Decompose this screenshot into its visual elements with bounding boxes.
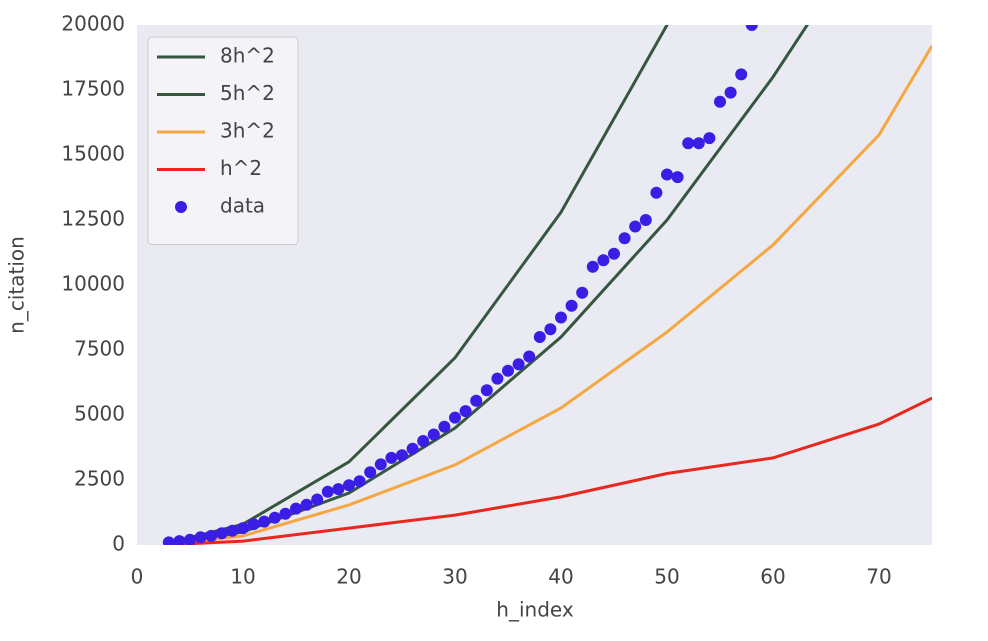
- point: [300, 498, 313, 511]
- y-axis-label: n_citation: [5, 236, 29, 334]
- point: [650, 186, 663, 199]
- point: [576, 286, 589, 299]
- point: [438, 420, 451, 433]
- point: [226, 524, 239, 537]
- x-tick-label: 0: [131, 565, 144, 589]
- point: [321, 485, 334, 498]
- line: [168, 396, 932, 545]
- point: [374, 458, 387, 471]
- point: [332, 483, 345, 496]
- point: [173, 535, 186, 545]
- point: [470, 394, 483, 407]
- point: [597, 254, 610, 267]
- point: [533, 331, 546, 343]
- point: [671, 171, 684, 184]
- y-tick-label: 12500: [61, 207, 125, 231]
- y-tick-label: 15000: [61, 142, 125, 166]
- point: [258, 515, 271, 528]
- x-tick-label: 60: [760, 565, 785, 589]
- point: [502, 364, 514, 377]
- legend-box: [147, 36, 299, 245]
- point: [555, 311, 567, 324]
- y-tick-label: 2500: [74, 467, 125, 491]
- point: [692, 137, 705, 150]
- point: [268, 511, 281, 524]
- point: [184, 533, 196, 545]
- x-tick-label: 20: [336, 565, 361, 589]
- point: [311, 493, 324, 506]
- legend-label: 5h^2: [220, 81, 275, 105]
- y-tick-label: 5000: [74, 402, 125, 426]
- y-tick-label: 7500: [74, 337, 125, 361]
- point: [661, 168, 673, 181]
- point: [480, 384, 493, 397]
- x-tick-label: 30: [442, 565, 467, 589]
- point: [427, 428, 440, 441]
- point: [396, 449, 408, 462]
- point: [215, 527, 228, 540]
- x-tick-label: 40: [548, 565, 573, 589]
- x-tick-label: 50: [654, 565, 679, 589]
- point: [247, 518, 260, 531]
- point: [512, 358, 525, 371]
- point: [608, 247, 620, 260]
- point: [491, 372, 504, 385]
- point: [162, 536, 175, 545]
- point: [586, 260, 599, 273]
- point: [237, 522, 249, 535]
- x-tick-label: 10: [230, 565, 255, 589]
- x-tick-label: 70: [866, 565, 891, 589]
- point: [364, 466, 377, 479]
- legend-label: 8h^2: [220, 44, 275, 68]
- point: [544, 323, 557, 336]
- point: [290, 502, 302, 515]
- point: [353, 475, 366, 488]
- point: [745, 25, 758, 31]
- point: [449, 411, 461, 424]
- point: [565, 299, 578, 312]
- legend-label: 3h^2: [220, 119, 275, 143]
- plot-layer: [162, 25, 932, 545]
- legend-label: data: [220, 194, 265, 218]
- point: [205, 529, 218, 542]
- point: [343, 479, 355, 492]
- point: [703, 132, 716, 145]
- point: [523, 350, 536, 363]
- point: [735, 68, 748, 81]
- point: [618, 232, 631, 245]
- legend-label: h^2: [220, 156, 262, 180]
- point: [194, 531, 207, 544]
- point: [406, 442, 419, 455]
- point: [714, 95, 726, 108]
- point: [279, 507, 292, 520]
- point: [459, 405, 472, 418]
- point: [639, 214, 652, 226]
- line: [168, 45, 932, 545]
- point: [682, 137, 695, 150]
- y-tick-label: 20000: [61, 12, 125, 36]
- point: [385, 451, 398, 464]
- legend-marker: [175, 201, 187, 213]
- y-tick-label: 17500: [61, 77, 125, 101]
- point: [629, 220, 642, 233]
- x-axis-label: h_index: [496, 598, 574, 622]
- y-tick-label: 0: [112, 532, 125, 556]
- y-tick-label: 10000: [61, 272, 125, 296]
- point: [417, 435, 430, 447]
- point: [724, 86, 737, 99]
